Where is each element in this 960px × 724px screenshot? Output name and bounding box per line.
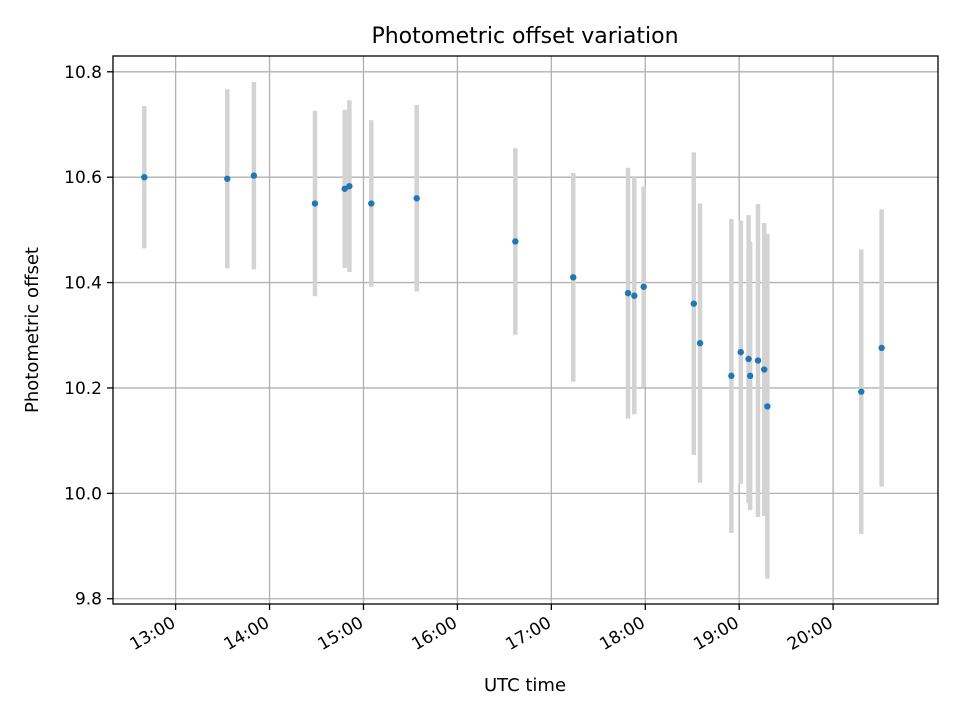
plot-frame — [112, 55, 939, 605]
data-point — [640, 283, 647, 290]
data-points — [141, 172, 885, 410]
data-point — [570, 274, 577, 281]
data-point — [141, 173, 148, 181]
y-tick-label: 10.4 — [64, 274, 102, 294]
data-point — [764, 403, 771, 410]
data-point — [224, 175, 231, 182]
data-point — [761, 366, 768, 373]
data-point — [311, 200, 319, 207]
y-tick-label: 9.8 — [75, 590, 102, 610]
data-point — [754, 357, 762, 364]
data-point — [696, 339, 704, 347]
data-point — [631, 292, 638, 299]
y-tick-label: 10.6 — [64, 168, 102, 188]
data-point — [745, 355, 752, 363]
x-axis-label: UTC time — [484, 675, 566, 696]
data-point — [858, 388, 865, 395]
data-point — [624, 289, 632, 297]
data-point — [512, 238, 519, 245]
data-point — [413, 195, 420, 202]
y-tick-label: 10.2 — [64, 379, 102, 399]
y-axis-ticks: 9.8 10.0 10.2 10.4 10.6 10.8 — [64, 63, 113, 610]
y-tick-label: 10.8 — [64, 63, 102, 83]
data-point — [746, 372, 754, 380]
data-point — [737, 348, 744, 356]
grid-lines — [113, 56, 938, 604]
data-point — [250, 172, 258, 179]
data-point — [346, 182, 353, 190]
data-point — [728, 372, 735, 380]
data-point — [690, 300, 697, 307]
data-point — [878, 344, 885, 352]
data-point — [368, 200, 375, 207]
data-point — [341, 185, 348, 192]
y-axis-label: Photometric offset — [22, 247, 43, 413]
y-tick-label: 10.0 — [64, 484, 102, 504]
chart-title: Photometric offset variation — [371, 24, 678, 49]
